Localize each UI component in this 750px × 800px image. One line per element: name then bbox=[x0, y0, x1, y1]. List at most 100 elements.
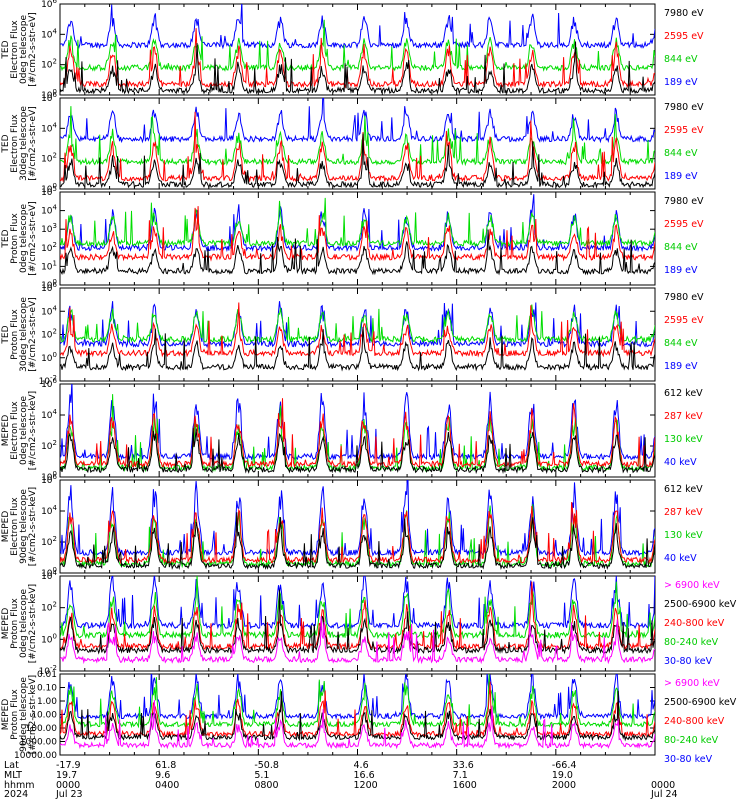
series-line bbox=[60, 502, 655, 565]
time-axis-lat: 61.8 bbox=[155, 760, 176, 771]
legend-entry: 844 eV bbox=[664, 242, 698, 253]
series-line bbox=[60, 111, 655, 183]
series-line bbox=[60, 326, 655, 372]
y-tick-label: 106 bbox=[41, 0, 57, 10]
time-axis-hhmm: 0000 bbox=[56, 780, 80, 791]
series-line bbox=[60, 674, 655, 721]
y-axis-title: MEPEDProton Flux0deg telescope[#/cm2-s-s… bbox=[1, 584, 38, 663]
panel-meped-proton-90deg: 10000.00 1000.00 100.00 10.00 1.00 0.10 0.01ME… bbox=[1, 670, 737, 765]
time-axis-mlt: 5.1 bbox=[254, 770, 269, 781]
y-tick-label: 102 bbox=[41, 328, 57, 341]
y-tick-label: 102 bbox=[41, 601, 57, 614]
series-line bbox=[60, 133, 655, 189]
y-tick-label: 10000.00 bbox=[14, 751, 57, 761]
series-group bbox=[60, 301, 655, 372]
series-line bbox=[60, 304, 655, 344]
y-tick-label: 0.10 bbox=[37, 684, 57, 694]
y-tick-label: 102 bbox=[41, 535, 57, 548]
legend-entry: > 6900 keV bbox=[664, 678, 720, 689]
y-tick-label: 102 bbox=[41, 58, 57, 71]
legend-entry: 240-800 keV bbox=[664, 716, 725, 727]
time-axis-hhmm: 0000 bbox=[651, 780, 675, 791]
legend-entry: 130 keV bbox=[664, 434, 703, 445]
legend-entry: 189 eV bbox=[664, 77, 698, 88]
time-axis-mlt: 19.0 bbox=[552, 770, 573, 781]
series-line bbox=[60, 581, 655, 652]
y-axis-title: MEPEDElectron Flux0deg telescope[#/cm2-s… bbox=[1, 391, 38, 470]
time-axis-lat: -17.9 bbox=[56, 760, 81, 771]
series-line bbox=[60, 229, 655, 276]
y-tick-label: 100 bbox=[41, 632, 57, 645]
legend-entry: 80-240 keV bbox=[664, 637, 719, 648]
y-tick-label: 104 bbox=[41, 408, 57, 421]
y-tick-label: 101 bbox=[41, 259, 57, 272]
y-tick-label: 102 bbox=[41, 152, 57, 165]
series-line bbox=[60, 576, 655, 640]
legend-entry: 189 eV bbox=[664, 171, 698, 182]
series-group bbox=[60, 384, 655, 475]
series-line bbox=[60, 674, 655, 729]
legend-entry: 130 keV bbox=[664, 530, 703, 541]
legend-entry: 612 keV bbox=[664, 388, 703, 399]
time-axis-lat: -50.8 bbox=[254, 760, 279, 771]
series-line bbox=[60, 4, 655, 50]
time-axis-hhmm: 1200 bbox=[354, 780, 378, 791]
y-axis-title: TEDProton Flux0deg telescope[#/cm2-s-str… bbox=[1, 201, 38, 276]
legend-entry: 844 eV bbox=[664, 148, 698, 159]
time-axis-mlt: 7.1 bbox=[453, 770, 468, 781]
legend-entry: 40 keV bbox=[664, 553, 697, 564]
y-axis-title: MEPEDElectron Flux90deg telescope[#/cm2-… bbox=[1, 487, 38, 566]
series-line bbox=[60, 106, 655, 167]
y-tick-label: 102 bbox=[41, 439, 57, 452]
time-axis-date: Jul 23 bbox=[55, 789, 83, 800]
series-group bbox=[60, 98, 655, 189]
y-tick-label: 102 bbox=[41, 241, 57, 254]
series-line bbox=[60, 19, 655, 73]
series-line bbox=[60, 194, 655, 253]
time-axis-row-label: MLT bbox=[4, 770, 22, 781]
legend-entry: 612 keV bbox=[664, 484, 703, 495]
y-axis-title: MEPEDProton Flux90deg telescope[#/cm2-s-… bbox=[1, 675, 38, 754]
legend-entry: 2595 eV bbox=[664, 315, 704, 326]
time-axis-lat: 33.6 bbox=[453, 760, 474, 771]
y-tick-label: 104 bbox=[41, 304, 57, 317]
legend-entry: 844 eV bbox=[664, 338, 698, 349]
legend-entry: 240-800 keV bbox=[664, 618, 725, 629]
time-axis-mlt: 9.6 bbox=[155, 770, 170, 781]
y-tick-label: 10.00 bbox=[31, 711, 57, 721]
legend-entry: 7980 eV bbox=[664, 102, 704, 113]
y-tick-label: 104 bbox=[41, 27, 57, 40]
legend-entry: 7980 eV bbox=[664, 292, 704, 303]
y-tick-label: 104 bbox=[41, 121, 57, 134]
time-axis-mlt: 16.6 bbox=[354, 770, 375, 781]
series-line bbox=[60, 302, 655, 358]
legend-entry: 2500-6900 keV bbox=[664, 599, 737, 610]
time-axis-row-label: Lat bbox=[4, 760, 19, 771]
legend-entry: 7980 eV bbox=[664, 196, 704, 207]
legend-entry: 40 keV bbox=[664, 457, 697, 468]
y-tick-label: 0.01 bbox=[37, 670, 57, 680]
series-line bbox=[60, 28, 655, 89]
series-group bbox=[60, 576, 655, 665]
time-axis-row-label: 2024 bbox=[4, 789, 28, 800]
time-axis-hhmm: 1600 bbox=[453, 780, 477, 791]
legend-entry: 189 eV bbox=[664, 265, 698, 276]
time-axis-mlt: 19.7 bbox=[56, 770, 77, 781]
series-line bbox=[60, 576, 655, 630]
y-axis-title: TEDElectron Flux30deg telescope[#/cm2-s-… bbox=[1, 106, 38, 181]
series-line bbox=[60, 690, 655, 742]
y-tick-label: 104 bbox=[41, 204, 57, 217]
y-tick-label: 100 bbox=[41, 351, 57, 364]
y-axis-title: TEDElectron Flux0deg telescope[#/cm2-s-s… bbox=[1, 12, 38, 87]
legend-entry: 2500-6900 keV bbox=[664, 697, 737, 708]
series-line bbox=[60, 41, 655, 95]
legend-entry: 30-80 keV bbox=[664, 754, 713, 765]
y-axis-title: TEDProton Flux30deg telescope[#/cm2-s-st… bbox=[1, 297, 38, 372]
legend-entry: 7980 eV bbox=[664, 8, 704, 19]
